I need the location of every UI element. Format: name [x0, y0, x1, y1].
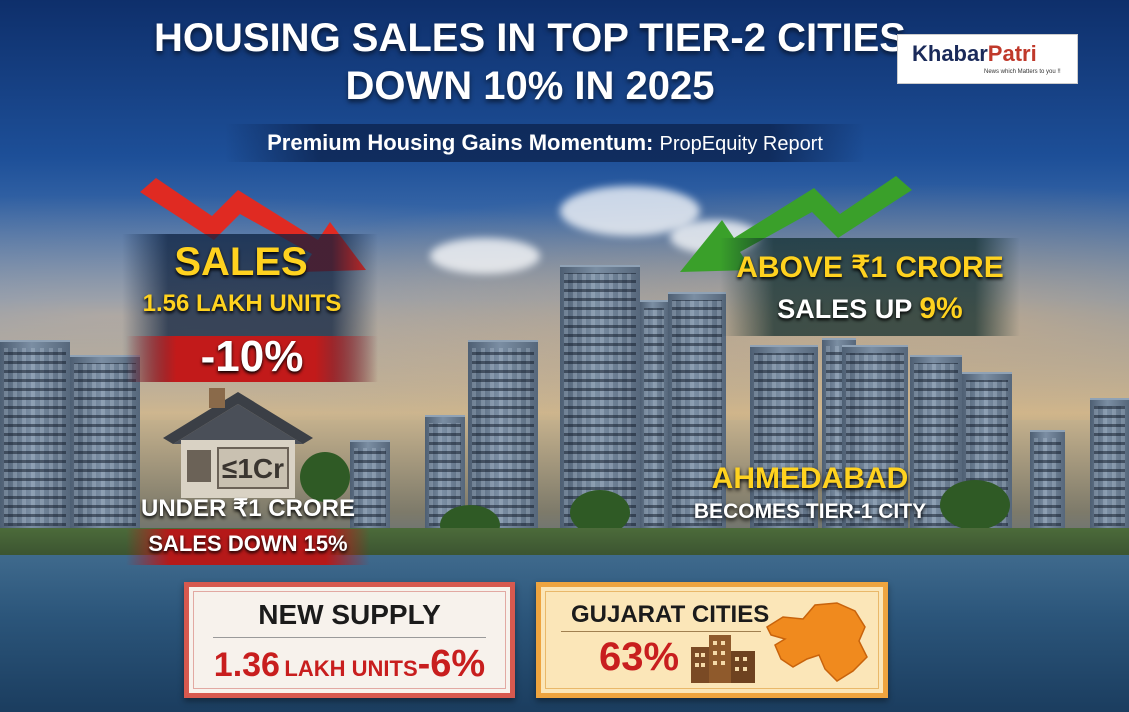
under-1cr-title: UNDER ₹1 CRORE [141, 495, 355, 522]
new-supply-value: 1.36 LAKH UNITS-6% [189, 643, 510, 686]
title-line-2: DOWN 10% IN 2025 [345, 64, 715, 108]
house-icon: ≤1Cr [163, 388, 313, 498]
tree [300, 452, 350, 502]
title-line-1: HOUSING SALES IN TOP TIER-2 CITIES [154, 16, 906, 60]
divider [561, 631, 761, 632]
premium-line-1: ABOVE ₹1 CRORE [736, 251, 1004, 284]
cloud [430, 238, 540, 274]
buildings-icon [691, 635, 755, 683]
sales-change-banner [126, 336, 378, 382]
gujarat-title: GUJARAT CITIES [571, 601, 770, 628]
ahmedabad-subtitle: BECOMES TIER-1 CITY [693, 500, 927, 523]
tree [570, 490, 630, 535]
gujarat-card: GUJARAT CITIES 63% [536, 582, 888, 698]
sales-change: -10% [200, 332, 304, 381]
new-supply-unit: LAKH UNITS [284, 656, 418, 681]
new-supply-card: NEW SUPPLY 1.36 LAKH UNITS-6% [184, 582, 515, 698]
logo-wordmark: KhabarPatri [912, 41, 1037, 67]
card-inner-border [545, 591, 879, 689]
ahmedabad-title: AHMEDABAD [711, 462, 909, 495]
building [468, 340, 538, 532]
building [560, 265, 640, 532]
new-supply-number: 1.36 [213, 646, 280, 684]
building [750, 345, 818, 532]
premium-panel [720, 238, 1020, 336]
card-inner-border [193, 591, 506, 689]
building [668, 292, 726, 532]
logo-part-1: Khabar [912, 41, 988, 66]
gujarat-map-icon [766, 602, 868, 682]
gujarat-share: 63% [599, 635, 680, 679]
tree [940, 480, 1010, 530]
khabarpatri-logo[interactable]: KhabarPatri News which Matters to you !! [897, 34, 1078, 84]
building [1030, 430, 1065, 532]
building [1090, 398, 1129, 532]
building [70, 355, 140, 532]
logo-part-2: Patri [987, 41, 1037, 66]
divider [213, 637, 486, 638]
subtitle-main: Premium Housing Gains Momentum: [267, 130, 654, 155]
premium-prefix: SALES UP [777, 294, 912, 324]
under-1cr-banner [126, 529, 370, 565]
subtitle: Premium Housing Gains Momentum: PropEqui… [225, 124, 865, 162]
new-supply-title: NEW SUPPLY [258, 599, 441, 630]
building [640, 300, 668, 532]
subtitle-source: PropEquity Report [659, 133, 823, 155]
building [0, 340, 70, 532]
premium-pct: 9% [919, 292, 963, 325]
sales-title: SALES [174, 240, 308, 284]
new-supply-change: -6% [417, 643, 486, 685]
logo-tagline: News which Matters to you !! [984, 69, 1061, 75]
premium-line-2: SALES UP 9% [720, 292, 1020, 326]
sales-units: 1.56 LAKH UNITS [142, 290, 342, 317]
under-1cr-change: SALES DOWN 15% [148, 531, 348, 556]
building [842, 345, 908, 532]
house-sign-text: ≤1Cr [222, 453, 284, 484]
page-title: HOUSING SALES IN TOP TIER-2 CITIES DOWN … [130, 14, 930, 110]
building [350, 440, 390, 532]
